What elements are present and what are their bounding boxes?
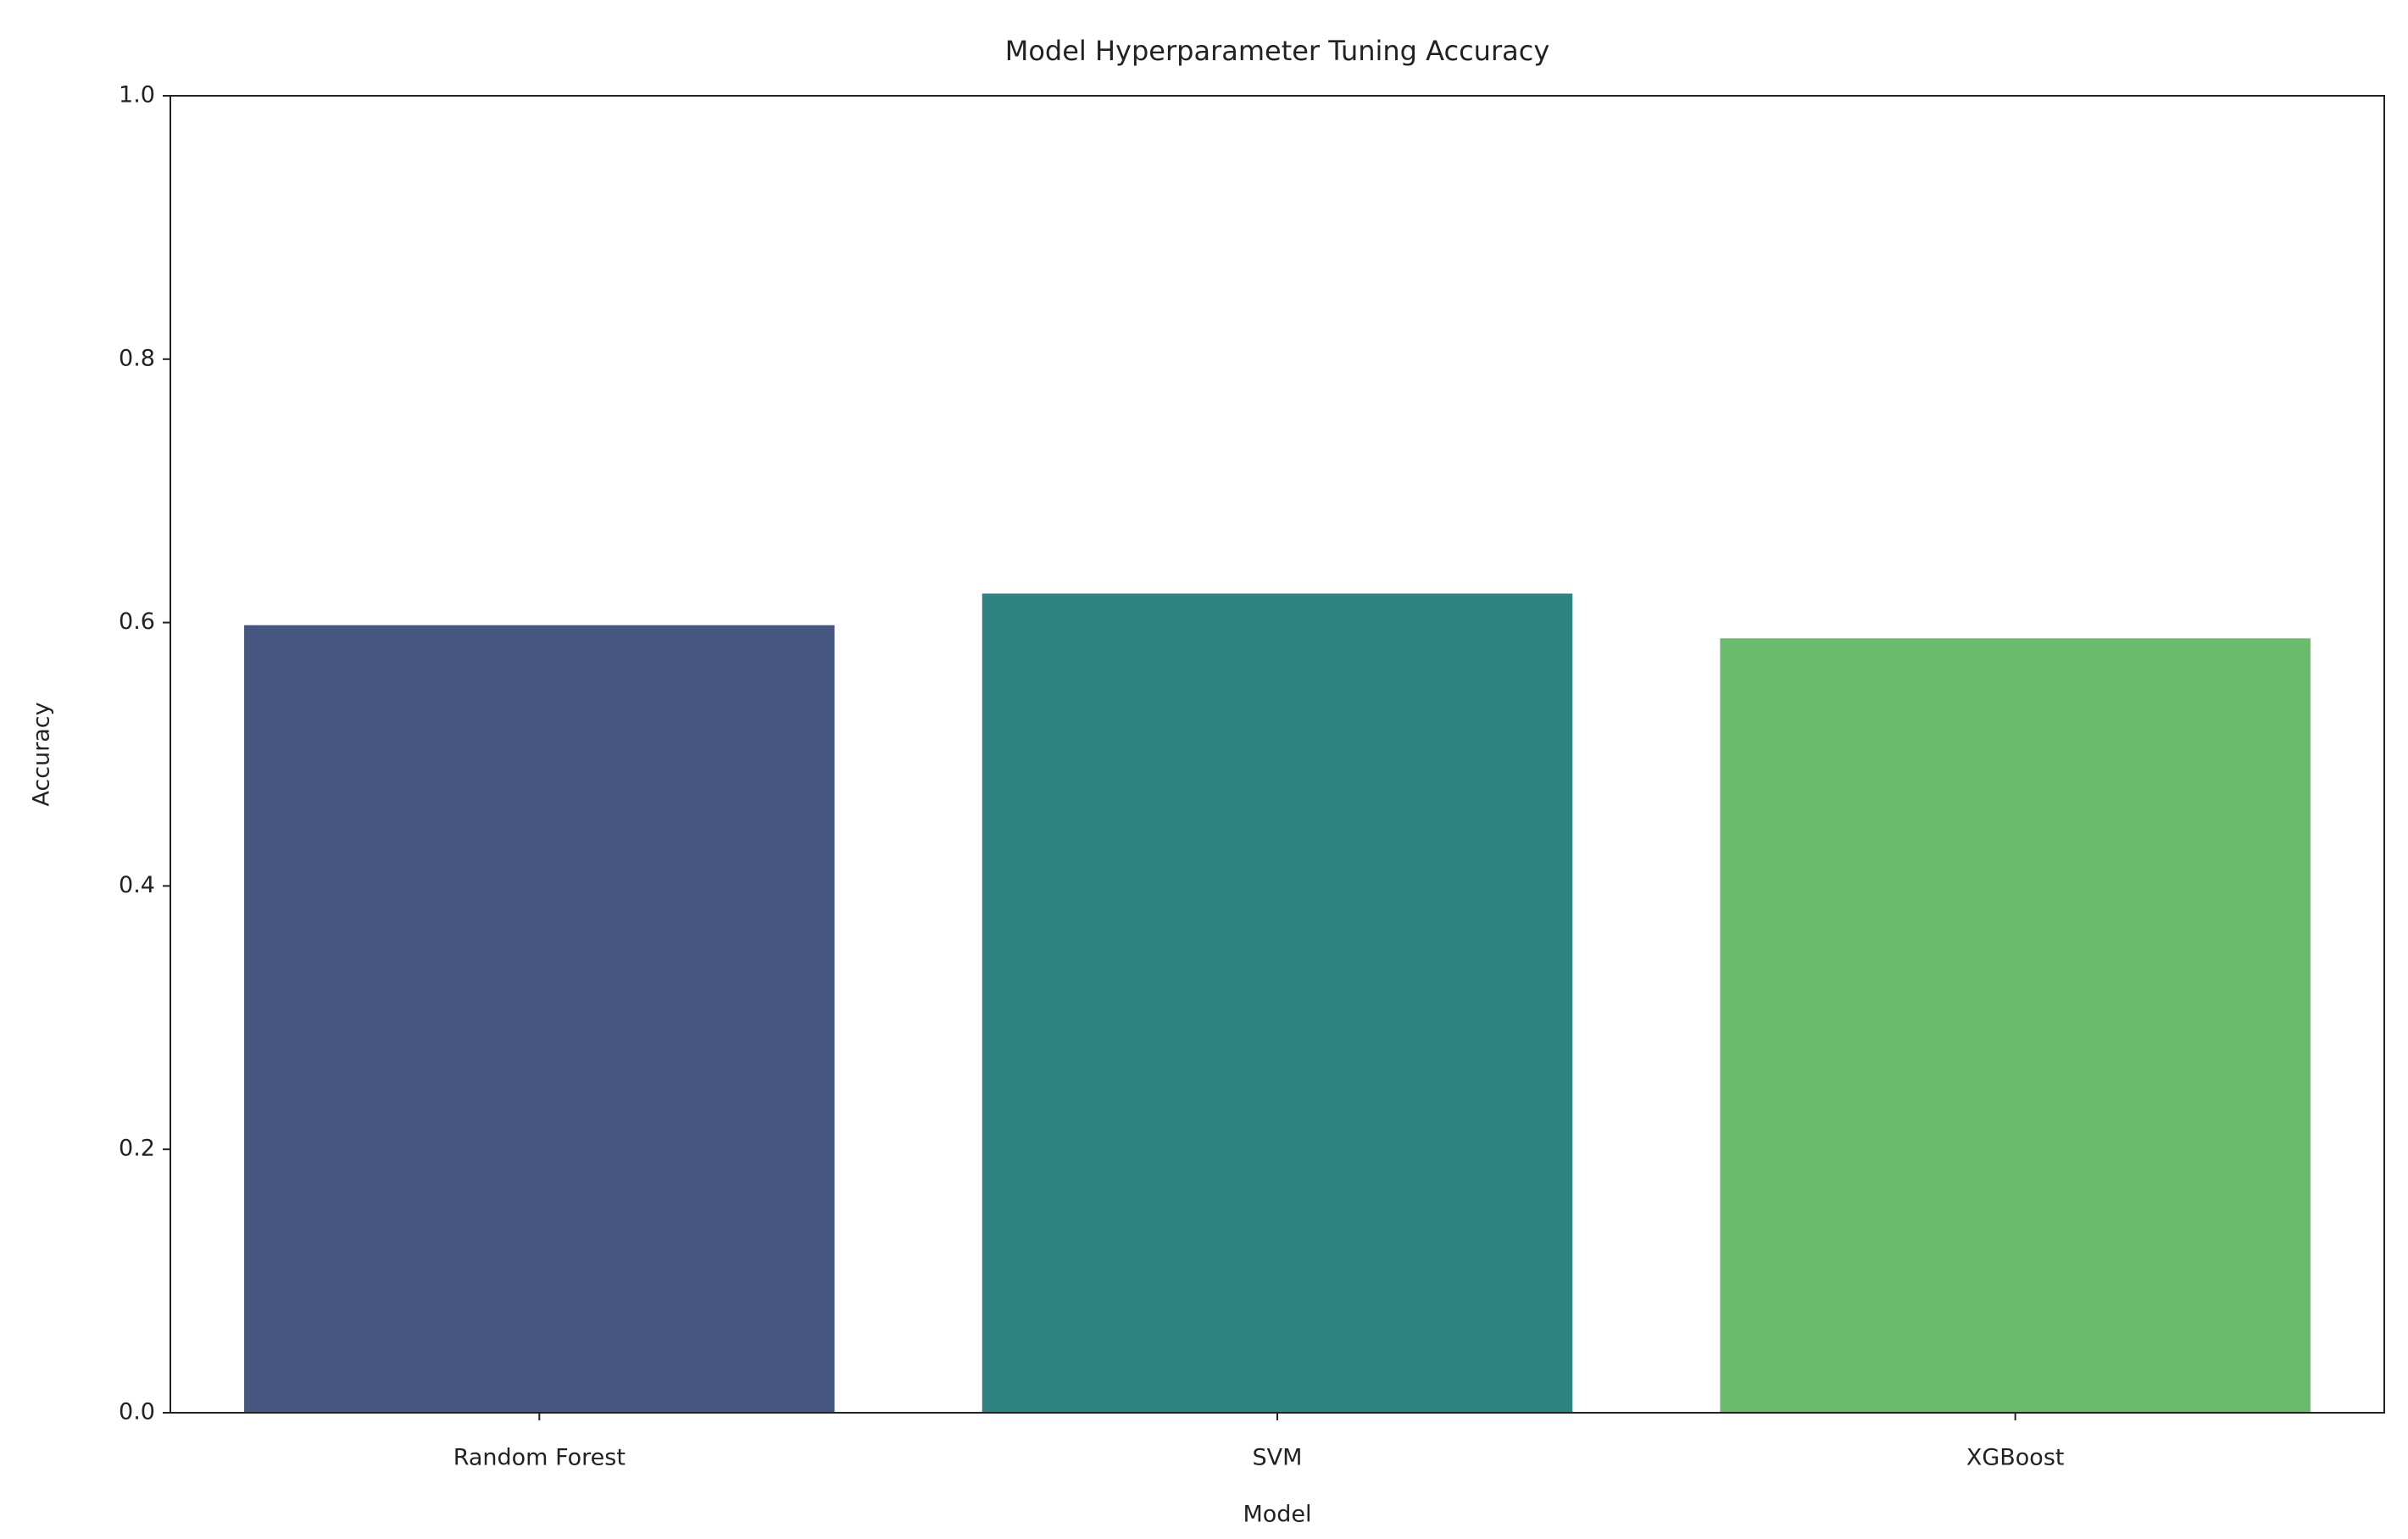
plot-frame <box>170 95 2385 1414</box>
y-tick-label: 0.2 <box>119 1136 155 1162</box>
x-tick-label: Random Forest <box>453 1445 626 1471</box>
y-tick-label: 1.0 <box>119 82 155 108</box>
bar <box>1720 638 2311 1413</box>
y-tick-label: 0.0 <box>119 1399 155 1425</box>
y-tick-label: 0.4 <box>119 872 155 898</box>
x-tick-label: XGBoost <box>1966 1445 2065 1471</box>
y-tick-label: 0.6 <box>119 608 155 635</box>
y-tick-label: 0.8 <box>119 345 155 371</box>
x-tick-label: SVM <box>1253 1445 1303 1471</box>
bar <box>982 593 1573 1413</box>
y-axis-label: Accuracy <box>29 702 55 806</box>
x-axis-label: Model <box>1243 1502 1311 1528</box>
chart-title: Model Hyperparameter Tuning Accuracy <box>1005 35 1550 67</box>
bar <box>244 625 835 1413</box>
